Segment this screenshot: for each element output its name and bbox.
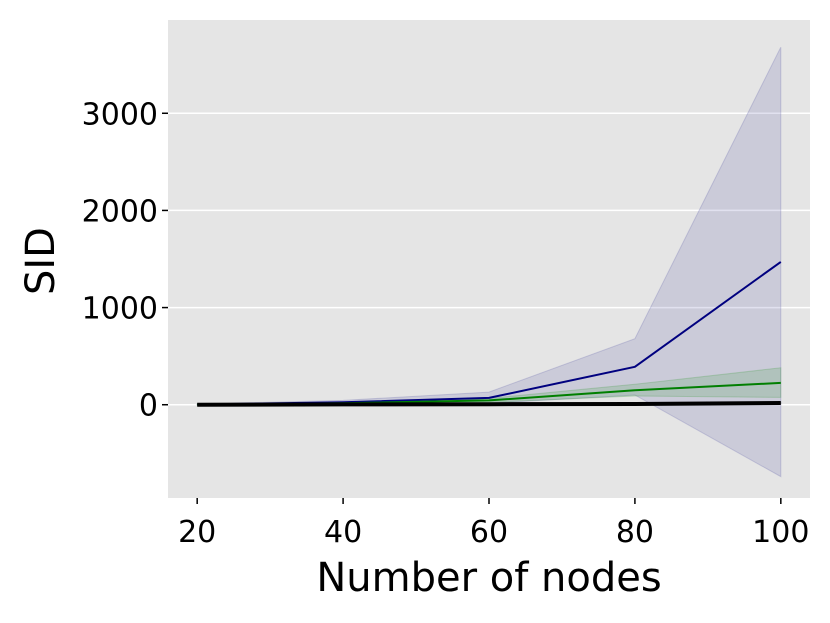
x-axis-title: Number of nodes <box>316 555 661 601</box>
y-tick-label: 0 <box>139 389 158 424</box>
series-3-line <box>197 401 781 407</box>
series-lines <box>197 261 782 407</box>
plot-background <box>168 20 810 498</box>
y-tick-label: 1000 <box>82 292 158 327</box>
x-tick-label: 20 <box>178 515 216 550</box>
y-axis-title: SID <box>18 227 64 295</box>
y-tick-label: 2000 <box>82 194 158 229</box>
y-tick-labels: 0 1000 2000 3000 <box>82 97 168 424</box>
x-tick-label: 40 <box>324 515 362 550</box>
y-tick-label: 3000 <box>82 97 158 132</box>
x-tick-label: 60 <box>470 515 508 550</box>
x-tick-label: 80 <box>616 515 654 550</box>
x-tick-labels: 20 40 60 80 100 <box>178 498 809 550</box>
x-tick-label: 100 <box>752 515 809 550</box>
